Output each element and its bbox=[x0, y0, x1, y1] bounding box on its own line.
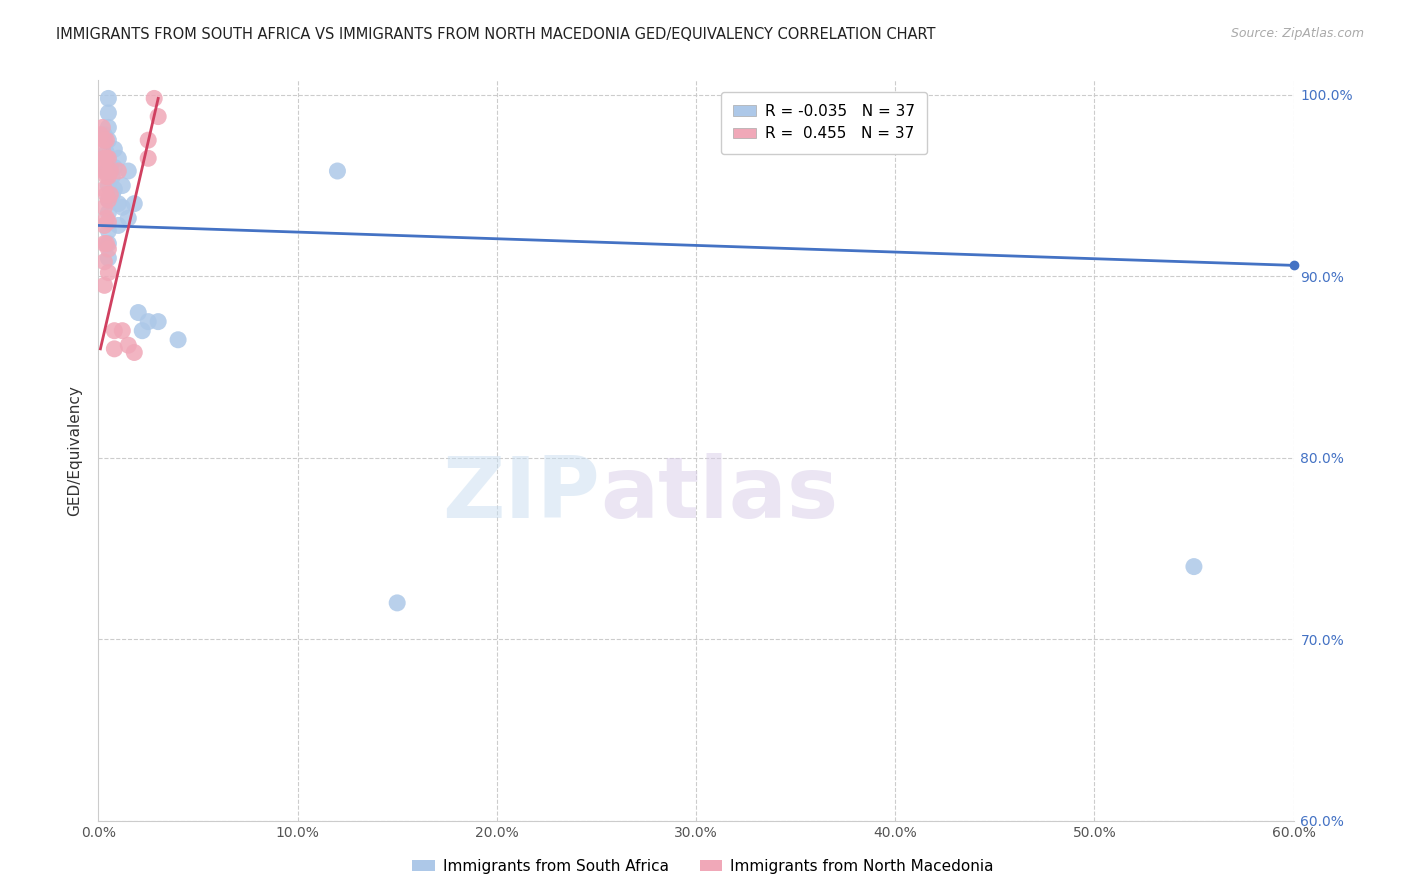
Point bbox=[97, 178, 120, 193]
Point bbox=[103, 342, 125, 356]
Point bbox=[93, 164, 115, 178]
Point bbox=[103, 324, 125, 338]
Point bbox=[97, 91, 120, 105]
Point bbox=[93, 182, 115, 196]
Point bbox=[127, 305, 149, 319]
Point bbox=[97, 251, 120, 265]
Point bbox=[385, 596, 409, 610]
Point bbox=[117, 338, 139, 352]
Point bbox=[97, 236, 120, 251]
Point bbox=[97, 215, 120, 229]
Point bbox=[136, 151, 159, 165]
Point bbox=[93, 278, 115, 293]
Point bbox=[98, 161, 122, 175]
Point bbox=[97, 242, 120, 256]
Point bbox=[91, 161, 114, 175]
Legend: Immigrants from South Africa, Immigrants from North Macedonia: Immigrants from South Africa, Immigrants… bbox=[406, 853, 1000, 880]
Point bbox=[97, 193, 120, 207]
Point bbox=[107, 219, 129, 233]
Point bbox=[96, 211, 118, 226]
Point bbox=[98, 187, 122, 202]
Point bbox=[93, 151, 115, 165]
Point bbox=[136, 133, 159, 147]
Point bbox=[98, 164, 122, 178]
Point bbox=[97, 120, 120, 135]
Point bbox=[91, 120, 114, 135]
Point bbox=[97, 266, 120, 280]
Point bbox=[148, 110, 170, 124]
Point bbox=[93, 133, 115, 147]
Y-axis label: GED/Equivalency: GED/Equivalency bbox=[67, 385, 83, 516]
Point bbox=[93, 128, 115, 142]
Point bbox=[97, 224, 120, 238]
Text: Source: ZipAtlas.com: Source: ZipAtlas.com bbox=[1230, 27, 1364, 40]
Text: atlas: atlas bbox=[600, 453, 838, 536]
Point bbox=[97, 206, 120, 220]
Point bbox=[91, 142, 114, 156]
Point bbox=[96, 164, 118, 178]
Point bbox=[97, 106, 120, 120]
Point bbox=[167, 333, 190, 347]
Point bbox=[89, 128, 111, 142]
Point bbox=[93, 254, 115, 268]
Point bbox=[103, 182, 125, 196]
Legend: R = -0.035   N = 37, R =  0.455   N = 37: R = -0.035 N = 37, R = 0.455 N = 37 bbox=[721, 92, 928, 153]
Point bbox=[96, 133, 118, 147]
Text: IMMIGRANTS FROM SOUTH AFRICA VS IMMIGRANTS FROM NORTH MACEDONIA GED/EQUIVALENCY : IMMIGRANTS FROM SOUTH AFRICA VS IMMIGRAN… bbox=[56, 27, 936, 42]
Point bbox=[93, 200, 115, 214]
Point bbox=[136, 315, 159, 329]
Point bbox=[143, 91, 166, 105]
Point bbox=[124, 196, 146, 211]
Point bbox=[131, 324, 153, 338]
Point bbox=[117, 211, 139, 226]
Point bbox=[111, 324, 134, 338]
Point bbox=[124, 345, 146, 359]
Point bbox=[101, 169, 124, 184]
Text: ZIP: ZIP bbox=[443, 453, 600, 536]
Point bbox=[93, 236, 115, 251]
Point bbox=[97, 193, 120, 207]
Point bbox=[96, 151, 118, 165]
Point bbox=[97, 133, 120, 147]
Point bbox=[101, 187, 124, 202]
Point bbox=[103, 161, 125, 175]
Point bbox=[96, 169, 118, 184]
Point bbox=[107, 164, 129, 178]
Point bbox=[96, 236, 118, 251]
Point bbox=[97, 169, 120, 184]
Point bbox=[97, 164, 120, 178]
Point bbox=[93, 219, 115, 233]
Point bbox=[97, 151, 120, 165]
Point bbox=[96, 187, 118, 202]
Point bbox=[111, 200, 134, 214]
Point bbox=[96, 145, 118, 160]
Point bbox=[103, 142, 125, 156]
Point bbox=[111, 178, 134, 193]
Point bbox=[326, 164, 349, 178]
Point bbox=[107, 151, 129, 165]
Point bbox=[107, 196, 129, 211]
Point bbox=[117, 164, 139, 178]
Point bbox=[1182, 559, 1205, 574]
Point bbox=[97, 151, 120, 165]
Point bbox=[148, 315, 170, 329]
